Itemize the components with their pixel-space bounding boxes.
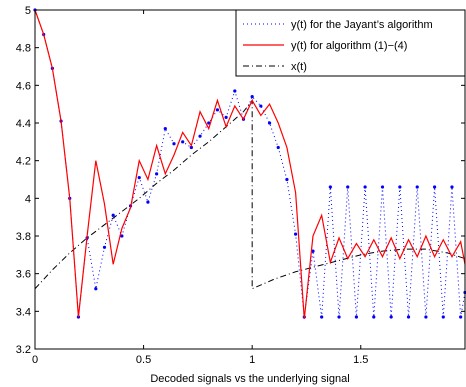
y-tick-label: 4.4 <box>16 118 31 130</box>
series-point <box>137 176 141 180</box>
legend: y(t) for the Jayant’s algorithm y(t) for… <box>235 9 466 77</box>
series-point <box>215 108 220 112</box>
series-point <box>94 287 98 291</box>
x-tick-label: 0 <box>32 354 38 366</box>
series-point <box>102 245 107 249</box>
series-point <box>372 315 376 319</box>
legend-label-algorithm: y(t) for algorithm (1)−(4) <box>291 40 407 52</box>
series-layer <box>33 8 466 319</box>
series-point <box>311 249 315 253</box>
legend-label-jayant: y(t) for the Jayant’s algorithm <box>291 19 433 31</box>
legend-box <box>235 9 466 77</box>
series-line-1 <box>34 9 466 319</box>
series-point <box>285 177 289 182</box>
series-point <box>155 172 159 176</box>
y-tick-label: 5 <box>25 5 31 17</box>
series-point <box>267 121 272 125</box>
series-point <box>224 115 228 119</box>
y-tick-label: 3.8 <box>16 231 31 243</box>
series-point <box>328 185 332 189</box>
series-point <box>276 145 280 150</box>
series-point <box>389 315 393 319</box>
series-point <box>198 134 202 138</box>
series-point <box>189 145 193 150</box>
y-tick-label: 4.8 <box>16 43 31 55</box>
series-point <box>120 234 124 238</box>
series-point <box>459 315 463 319</box>
y-tick-label: 3.4 <box>16 306 31 318</box>
legend-label-signal: x(t) <box>291 61 307 73</box>
series-point <box>259 104 263 108</box>
y-tick-label: 4.6 <box>16 80 31 92</box>
series-point <box>363 185 367 189</box>
series-point <box>450 185 454 189</box>
series-point <box>207 121 211 125</box>
series-point <box>433 185 437 189</box>
series-point <box>233 89 237 93</box>
series-point <box>415 185 419 189</box>
series-point <box>181 140 185 144</box>
series-point <box>111 213 115 217</box>
series-point <box>424 315 428 319</box>
x-axis-label: Decoded signals vs the underlying signal <box>150 373 349 385</box>
series-point <box>163 127 167 131</box>
series-point <box>320 315 324 319</box>
series-point <box>441 315 445 319</box>
x-tick-label: 0.5 <box>136 354 151 366</box>
series-point <box>398 185 402 189</box>
series-point <box>354 315 359 319</box>
x-tick-label: 1.5 <box>353 354 368 366</box>
series-point <box>337 315 341 319</box>
series-point <box>146 200 150 204</box>
series-point <box>346 185 350 189</box>
series-line-2 <box>34 98 466 290</box>
series-point <box>406 315 411 319</box>
x-tick-label: 1 <box>249 354 255 366</box>
y-tick-label: 3.6 <box>16 269 31 281</box>
y-tick-label: 3.2 <box>16 344 31 356</box>
tick-layer: 0 0.5 1 1.5 3.2 3.4 3.6 3.8 4 4.2 4.4 4.6 4.8 5 <box>16 5 465 366</box>
series-point <box>172 142 176 146</box>
y-tick-label: 4 <box>25 193 31 205</box>
series-point <box>380 185 385 189</box>
y-tick-label: 4.2 <box>16 156 31 168</box>
series-point <box>250 95 254 99</box>
series-point <box>294 232 298 236</box>
